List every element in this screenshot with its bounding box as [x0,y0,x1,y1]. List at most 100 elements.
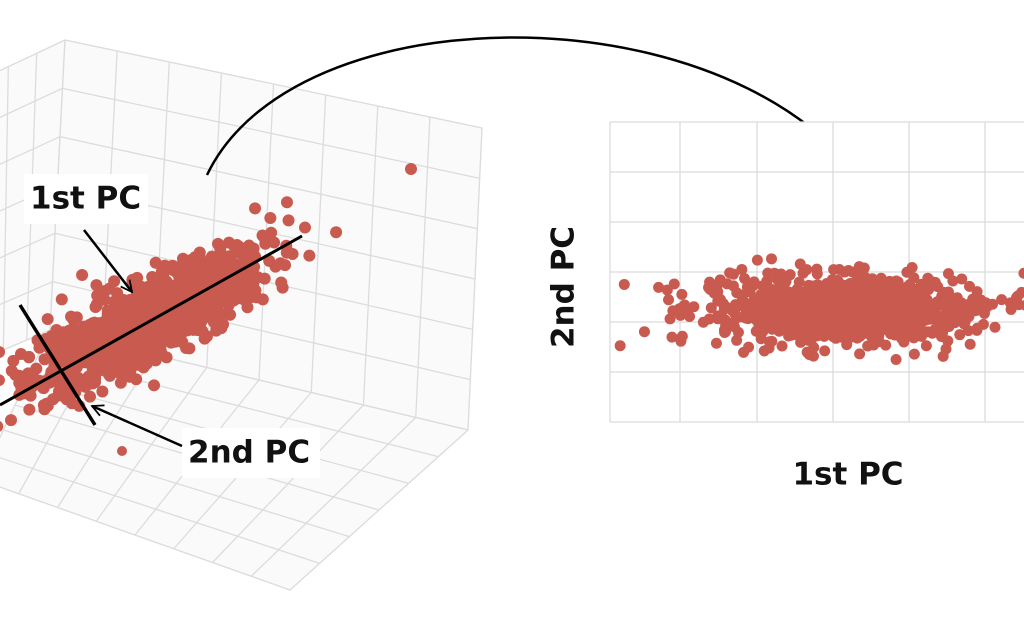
point [663,294,675,306]
point [727,268,739,280]
point [1018,267,1024,279]
point [276,281,289,294]
point [268,236,281,249]
point [766,253,778,265]
point [245,291,258,304]
point [153,283,166,296]
point [704,276,716,288]
point [743,341,755,353]
point [37,382,50,395]
point [887,282,899,294]
point [121,320,134,333]
point [854,348,866,360]
point [900,285,912,297]
point [728,321,740,333]
point [1020,300,1024,311]
point [784,269,796,281]
point [194,254,207,267]
point [664,313,676,325]
point [766,291,778,303]
point [282,214,295,227]
point [954,329,966,341]
point [869,294,881,306]
point [805,333,817,345]
point [731,301,743,313]
point [212,237,225,250]
point [200,330,213,343]
grid-line [0,232,56,259]
point [819,320,831,332]
point [638,326,650,338]
point [766,335,778,347]
point [731,287,743,299]
grid-line [0,457,320,564]
point [258,272,271,285]
point [989,321,1001,333]
point [226,293,239,306]
point [757,297,769,309]
point [915,330,927,342]
point [684,311,696,323]
point [114,376,127,389]
point [829,297,841,309]
point [176,286,189,299]
point [947,275,959,287]
point [0,346,6,358]
point [771,321,783,333]
point [964,338,976,350]
point [101,358,114,371]
point [902,310,914,322]
point [967,293,979,305]
grid-line [0,39,66,72]
second-pc-label: 2nd PC [188,435,310,471]
label-bg [24,174,148,224]
point [299,221,312,234]
point [196,313,209,326]
point [940,293,952,305]
grid-line [0,281,53,306]
point [935,330,947,342]
point [771,273,783,285]
point [280,196,293,209]
first-pc-label: 1st PC [30,181,141,217]
grid-line [3,429,350,538]
point [668,278,680,290]
point [832,289,844,301]
point [256,229,269,242]
point [816,285,828,297]
point [90,329,103,342]
point [5,364,18,377]
point [924,280,936,292]
point [839,330,851,342]
point [849,287,861,299]
point [157,326,170,339]
point [714,274,726,286]
point [165,312,178,325]
point [40,397,53,410]
point [786,293,798,305]
point [950,298,962,310]
grid-line [59,136,478,230]
point [840,303,852,315]
point [939,320,951,332]
x-axis-label: 1st PC [792,457,903,493]
point [803,306,815,318]
point [758,345,770,357]
point [887,305,899,317]
point [70,311,83,324]
point [697,316,709,328]
grid-line [0,486,291,591]
point [757,288,769,300]
point [817,307,829,319]
point [149,338,162,351]
point [854,330,866,342]
point [303,249,316,262]
point [88,373,101,386]
point [819,345,831,357]
point [126,346,139,359]
point [717,298,729,310]
point [906,330,918,342]
point [0,374,5,387]
point [666,331,678,343]
